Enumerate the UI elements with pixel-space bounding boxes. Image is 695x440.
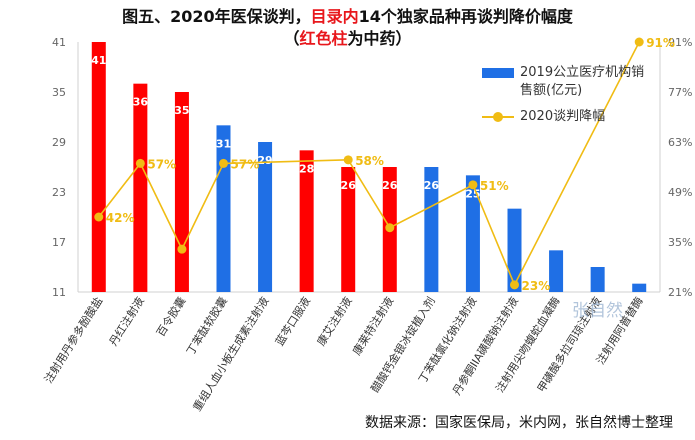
reduction-label: 91% [646,36,675,50]
bar-value-label: 26 [424,179,440,192]
legend-item-cut: 2020谈判降幅 [482,108,650,126]
title-text-6: 为中药） [347,29,412,48]
reduction-label: 57% [147,157,176,171]
y-left-tick-label: 41 [52,36,66,49]
y-left-tick-label: 35 [52,86,66,99]
x-tick-label: 蓝芩口服液 [272,294,313,348]
y-left-tick-label: 17 [52,236,66,249]
reduction-point [177,244,187,254]
bar-value-label: 31 [216,137,231,150]
legend-bar-swatch [482,68,514,78]
x-tick-label: 丹红注射液 [106,294,147,348]
title-text-4: （ [283,29,300,48]
title-text-3: 14个独家品种再谈判降价幅度 [358,7,573,26]
bar [299,150,314,292]
legend-label-cut: 2020谈判降幅 [520,109,606,124]
reduction-label: 51% [480,179,509,193]
title-line-2: （红色柱为中药） [0,28,695,50]
bar [174,92,189,292]
reduction-point [510,280,519,290]
x-tick-label: 康艾注射液 [314,294,355,348]
bar [258,142,273,292]
bar [216,125,231,292]
legend-label-sales: 2019公立医疗机构销售额(亿元) [520,65,645,98]
bar-value-label: 41 [91,54,106,67]
y-right-tick-label: 77% [668,86,692,99]
bar-value-label: 35 [174,104,189,117]
y-right-tick-label: 91% [668,36,692,49]
reduction-label: 42% [106,211,135,225]
y-right-tick-label: 21% [668,286,692,299]
bar [465,175,480,292]
y-left-tick-label: 11 [52,286,66,299]
y-right-tick-label: 49% [668,186,692,199]
x-tick-label: 重组人血小板生成素注射液 [190,294,272,413]
reduction-point [385,223,395,233]
watermark: 张自然 [572,301,623,321]
legend-line-swatch [482,108,514,126]
reduction-point [634,37,644,47]
reduction-point [219,158,228,168]
bar-value-label: 26 [341,179,357,192]
title-text-highlight: 目录内 [310,7,359,26]
bar [133,83,148,293]
legend-item-sales: 2019公立医疗机构销售额(亿元) [482,64,650,100]
bar [549,250,564,292]
bar-value-label: 36 [133,96,149,109]
y-left-tick-label: 23 [52,186,66,199]
reduction-label: 58% [355,154,384,168]
bar-value-label: 26 [382,179,398,192]
bar [507,208,522,292]
x-tick-label: 注射用丹参多酚酸盐 [41,294,105,385]
reduction-point [94,212,104,222]
title-text-1: 图五、2020年医保谈判， [122,7,311,26]
reduction-label: 57% [231,157,260,171]
x-tick-label: 康莱特注射液 [349,294,396,357]
source-note: 数据来源：国家医保局，米内网，张自然博士整理 [365,415,673,431]
reduction-point [343,155,353,165]
bar-value-label: 28 [299,162,314,175]
title-text-red-bar: 红色柱 [299,29,348,48]
bar [632,283,647,292]
reduction-point [468,180,478,190]
legend: 2019公立医疗机构销售额(亿元) 2020谈判降幅 [482,64,650,134]
x-tick-label: 丁苯酞软胶囊 [183,294,230,357]
bar [91,42,106,292]
reduction-point [135,158,145,168]
y-right-tick-label: 35% [668,236,692,249]
bar [424,167,439,292]
reduction-label: 23% [522,279,551,293]
title-line-1: 图五、2020年医保谈判，目录内14个独家品种再谈判降价幅度 [0,6,695,28]
bar-value-label: 25 [465,187,480,200]
chart-title: 图五、2020年医保谈判，目录内14个独家品种再谈判降价幅度 （红色柱为中药） [0,6,695,50]
bar [341,167,356,292]
y-right-tick-label: 63% [668,136,692,149]
bar [590,267,605,292]
y-left-tick-label: 29 [52,136,66,149]
x-tick-label: 百令胶囊 [153,294,188,339]
bar-value-label: 29 [257,154,272,167]
